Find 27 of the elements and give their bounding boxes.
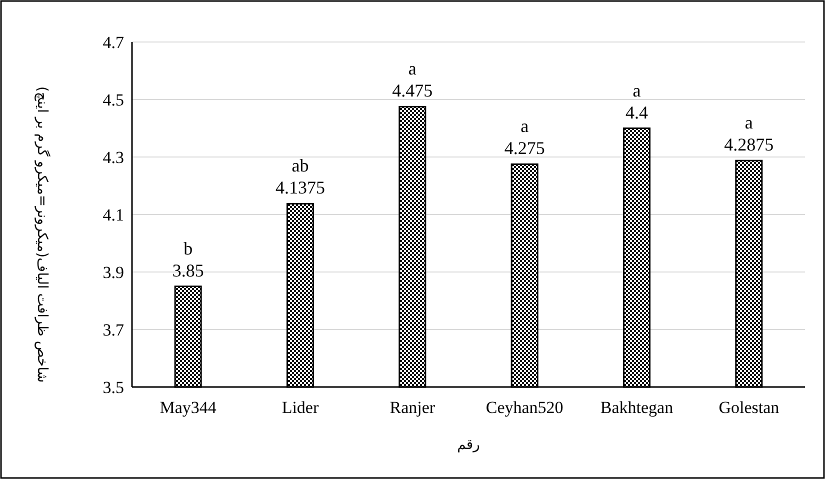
annotation: b: [184, 238, 193, 258]
x-tick-label: Bakhtegan: [600, 398, 674, 417]
y-tick-label: 3.9: [102, 263, 124, 282]
data-label: 4.2875: [724, 134, 774, 155]
annotation: a: [408, 58, 416, 79]
data-label: 3.85: [172, 260, 204, 280]
x-tick-label: Ceyhan520: [486, 398, 564, 417]
data-label: 4.475: [392, 80, 433, 101]
annotation: a: [632, 80, 641, 100]
y-tick-label: 3.7: [102, 320, 124, 340]
x-tick-label: Lider: [282, 398, 319, 417]
annotation: a: [744, 112, 753, 133]
y-tick-label: 4.7: [102, 33, 124, 52]
y-axis-title: شاخص ظرافت الیاف(میکرونر=میکرو گرم بر اینچ): [34, 86, 51, 383]
annotation: a: [520, 116, 529, 136]
annotation: ab: [292, 156, 309, 176]
data-label: 4.275: [504, 138, 545, 158]
x-axis-title: رقم: [457, 437, 480, 453]
x-tick-label: Ranjer: [390, 398, 436, 417]
data-label: 4.1375: [276, 178, 325, 198]
x-tick-label: May344: [160, 398, 217, 417]
y-tick-label: 4.1: [102, 206, 124, 224]
data-label: 4.4: [626, 102, 648, 122]
y-tick-label: 4.3: [102, 148, 124, 167]
x-tick-label: Golestan: [718, 398, 780, 417]
y-tick-label: 4.5: [102, 90, 124, 110]
y-tick-label: 3.5: [102, 378, 124, 397]
